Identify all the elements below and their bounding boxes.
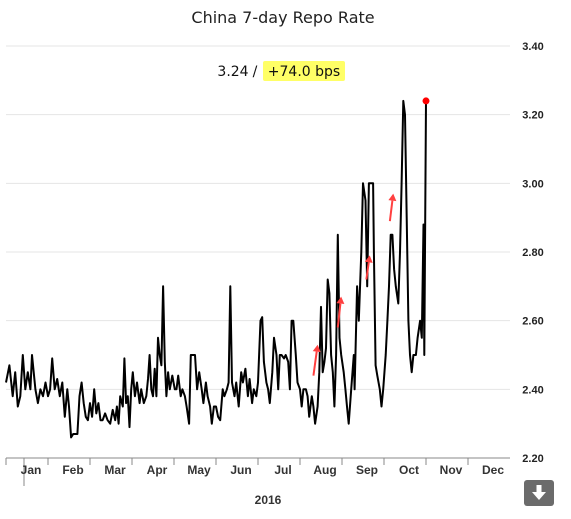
x-tick-label: May xyxy=(187,463,211,477)
x-tick-label: Jun xyxy=(230,463,251,477)
trend-arrow xyxy=(336,296,345,328)
y-tick-label: 2.40 xyxy=(522,384,543,396)
trend-arrow-head xyxy=(336,296,345,305)
trend-arrow xyxy=(312,344,321,376)
trend-arrow-shaft xyxy=(336,303,342,328)
x-tick-label: Apr xyxy=(147,463,168,477)
x-tick-label: Mar xyxy=(104,463,126,477)
trend-arrow-shaft xyxy=(388,200,394,222)
readout-change-highlight xyxy=(263,61,345,81)
x-year-label: 2016 xyxy=(255,493,282,507)
y-tick-label: 2.20 xyxy=(522,453,543,465)
download-arrow-icon xyxy=(532,485,546,500)
y-tick-label: 3.40 xyxy=(522,41,543,53)
x-tick-label: Feb xyxy=(62,463,83,477)
axes: 2.20 2.40 2.60 2.80 3.00 3.20 3.40 Jan Feb Mar Apr… xyxy=(5,41,544,486)
grid-lines xyxy=(6,45,510,459)
trend-arrow-head xyxy=(388,193,397,202)
trend-arrow-shaft xyxy=(365,262,370,280)
y-tick-label: 3.20 xyxy=(522,110,543,122)
y-tick-label: 2.60 xyxy=(522,316,543,328)
chart-title: China 7-day Repo Rate xyxy=(191,8,374,27)
trend-arrow-head xyxy=(312,344,321,353)
readout-value: 3.24 xyxy=(217,64,248,80)
trend-arrow-shaft xyxy=(312,351,318,376)
readout-change: +74.0 bps xyxy=(268,64,340,80)
x-tick-label: Aug xyxy=(313,463,336,477)
series-layer xyxy=(5,97,430,439)
y-tick-label: 2.80 xyxy=(522,247,543,259)
y-tick-label: 3.00 xyxy=(522,178,543,190)
x-tick-label: Sep xyxy=(356,463,378,477)
last-value-marker xyxy=(422,97,430,105)
x-tick-label: Dec xyxy=(482,463,504,477)
x-tick-label: Jan xyxy=(21,463,42,477)
trend-arrow xyxy=(388,193,397,222)
x-tick-label: Nov xyxy=(440,463,463,477)
trend-arrow-head xyxy=(364,255,373,263)
series-line xyxy=(5,99,427,439)
x-tick-label: Oct xyxy=(399,463,419,477)
readout-separator: / xyxy=(253,64,258,80)
trend-arrow xyxy=(364,255,373,280)
annotations xyxy=(312,193,397,376)
download-button[interactable] xyxy=(524,480,554,506)
x-tick-label: Jul xyxy=(274,463,291,477)
